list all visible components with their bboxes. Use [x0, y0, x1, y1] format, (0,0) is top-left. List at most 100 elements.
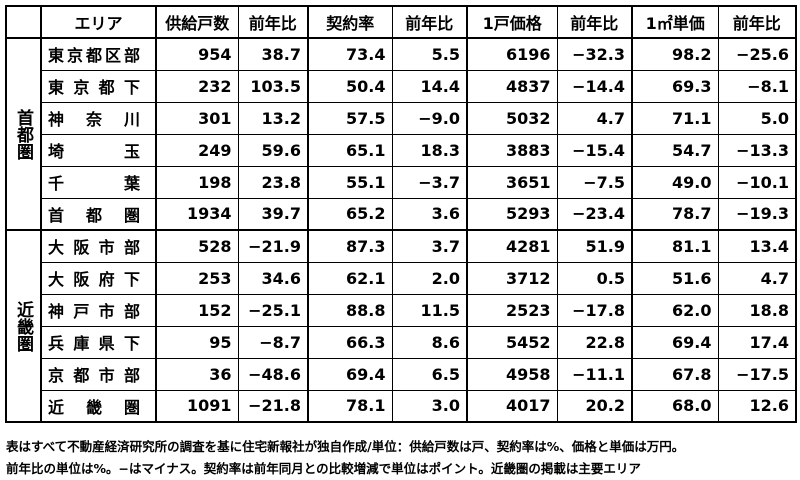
value-cell: 69.4 — [631, 325, 719, 359]
value-cell: 17.4 — [717, 325, 797, 359]
value-cell: 954 — [155, 37, 239, 71]
value-cell: 51.6 — [631, 261, 719, 295]
area-label: 大阪市部 — [48, 238, 140, 258]
value-cell: 3712 — [466, 261, 558, 295]
value-cell: 4017 — [466, 389, 558, 423]
group-label: 首都圏 — [13, 108, 33, 160]
area-label: 近畿圏 — [48, 397, 140, 417]
area-label: 京都市部 — [48, 366, 140, 385]
value-cell: −21.8 — [237, 389, 309, 423]
value-cell: 67.8 — [631, 357, 719, 391]
table-row: 神奈川 301 13.2 57.5 −9.0 5032 4.7 71.1 5.0 — [6, 101, 797, 135]
header-cell: エリア — [40, 5, 157, 39]
value-cell: 4.7 — [717, 261, 797, 295]
value-cell: 4281 — [466, 229, 558, 263]
value-cell: −14.4 — [556, 69, 633, 103]
value-cell: 2.0 — [391, 261, 468, 295]
header-row: エリア 供給戸数 前年比 契約率 前年比 1戸価格 前年比 1㎡単価 前年比 — [5, 5, 797, 39]
value-cell: 23.8 — [237, 165, 309, 199]
value-cell: −11.1 — [556, 357, 633, 391]
value-cell: 103.5 — [237, 69, 309, 103]
value-cell: 5032 — [466, 101, 558, 135]
value-cell: 95 — [155, 325, 239, 359]
area-label: 首都圏 — [48, 205, 140, 225]
table-row: 東京都下 232 103.5 50.4 14.4 4837 −14.4 69.3 −8.1 — [6, 69, 797, 103]
value-cell: −15.4 — [556, 133, 633, 167]
area-label: 神奈川 — [48, 110, 140, 129]
value-cell: 301 — [155, 101, 239, 135]
value-cell: 1934 — [155, 197, 239, 231]
area-label: 埼玉 — [48, 142, 140, 161]
value-cell: 5.0 — [717, 101, 797, 135]
value-cell: 66.3 — [307, 325, 393, 359]
value-cell: 253 — [155, 261, 239, 295]
value-cell: 152 — [155, 293, 239, 327]
value-cell: 39.7 — [237, 197, 309, 231]
header-cell: 供給戸数 — [155, 5, 239, 39]
value-cell: −21.9 — [237, 229, 309, 263]
value-cell: 6196 — [466, 37, 558, 71]
value-cell: 62.1 — [307, 261, 393, 295]
value-cell: 36 — [155, 357, 239, 391]
area-cell: 大阪市部 — [40, 229, 157, 263]
value-cell: 51.9 — [556, 229, 633, 263]
area-cell: 東京都下 — [40, 69, 157, 103]
value-cell: −17.5 — [717, 357, 797, 391]
value-cell: 50.4 — [307, 69, 393, 103]
value-cell: 34.6 — [237, 261, 309, 295]
header-cell: 契約率 — [307, 5, 393, 39]
value-cell: −25.6 — [717, 37, 797, 71]
value-cell: 5293 — [466, 197, 558, 231]
table-row: 大阪府下 253 34.6 62.1 2.0 3712 0.5 51.6 4.7 — [6, 261, 797, 295]
area-label: 東京都区部 — [48, 46, 140, 66]
value-cell: 232 — [155, 69, 239, 103]
value-cell: −8.1 — [717, 69, 797, 103]
area-label: 兵庫県下 — [48, 334, 140, 353]
area-label: 東京都下 — [48, 78, 140, 97]
table-row: 京都市部 36 −48.6 69.4 6.5 4958 −11.1 67.8 −17.5 — [6, 357, 797, 391]
value-cell: 3.6 — [391, 197, 468, 231]
value-cell: −19.3 — [717, 197, 797, 231]
value-cell: 87.3 — [307, 229, 393, 263]
area-label: 千葉 — [48, 174, 140, 193]
area-cell: 兵庫県下 — [40, 325, 157, 359]
area-cell: 東京都区部 — [40, 37, 157, 71]
value-cell: −13.3 — [717, 133, 797, 167]
value-cell: 22.8 — [556, 325, 633, 359]
value-cell: 18.3 — [391, 133, 468, 167]
value-cell: 3883 — [466, 133, 558, 167]
value-cell: 528 — [155, 229, 239, 263]
value-cell: 78.1 — [307, 389, 393, 423]
area-cell: 近畿圏 — [40, 389, 157, 423]
value-cell: 198 — [155, 165, 239, 199]
value-cell: −48.6 — [237, 357, 309, 391]
group-cell: 近畿圏 — [5, 229, 42, 423]
corner-cell — [5, 5, 42, 39]
value-cell: 20.2 — [556, 389, 633, 423]
header-cell: 前年比 — [237, 5, 309, 39]
value-cell: 55.1 — [307, 165, 393, 199]
value-cell: −23.4 — [556, 197, 633, 231]
value-cell: 4.7 — [556, 101, 633, 135]
value-cell: 3651 — [466, 165, 558, 199]
value-cell: 249 — [155, 133, 239, 167]
value-cell: 71.1 — [631, 101, 719, 135]
area-label: 神戸市部 — [48, 302, 140, 321]
value-cell: 0.5 — [556, 261, 633, 295]
header-cell: 1㎡単価 — [631, 5, 719, 39]
table-row: 近畿圏 大阪市部 528 −21.9 87.3 3.7 4281 51.9 81.1 13.4 — [5, 229, 797, 423]
area-label: 大阪府下 — [48, 270, 140, 289]
value-cell: 4958 — [466, 357, 558, 391]
area-cell: 千葉 — [40, 165, 157, 199]
table-row: 千葉 198 23.8 55.1 −3.7 3651 −7.5 49.0 −10.1 — [6, 165, 797, 199]
header-cell: 前年比 — [391, 5, 468, 39]
value-cell: 65.1 — [307, 133, 393, 167]
value-cell: 18.8 — [717, 293, 797, 327]
table-row: 首都圏 東京都区部 954 38.7 73.4 5.5 6196 −32.3 98.2 −25.6 — [5, 37, 797, 231]
area-cell: 京都市部 — [40, 357, 157, 391]
footnote-line: 前年比の単位は%。−はマイナス。契約率は前年同月との比較増減で単位はポイント。近… — [6, 461, 641, 476]
value-cell: 8.6 — [391, 325, 468, 359]
value-cell: 68.0 — [631, 389, 719, 423]
header-cell: 1戸価格 — [466, 5, 558, 39]
group-cell: 首都圏 — [5, 37, 42, 231]
